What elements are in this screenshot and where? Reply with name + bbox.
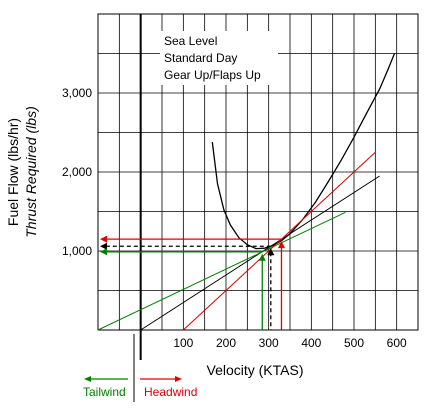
y-tick-label: 2,000 xyxy=(62,165,92,179)
series-layer xyxy=(97,53,396,331)
reference-arrowhead-left xyxy=(100,242,107,250)
tick-labels: 100 200 300 400 500 600 1,000 2,000 3,000 xyxy=(62,86,407,350)
headwind-label: Headwind xyxy=(144,385,197,399)
y-axis-label: Fuel Flow (lbs/hr) xyxy=(5,118,21,226)
y-tick-label: 3,000 xyxy=(62,86,92,100)
reference-arrowhead-left xyxy=(100,248,107,256)
x-axis-label: Velocity (KTAS) xyxy=(207,362,304,378)
x-tick-label: 400 xyxy=(301,336,321,350)
tailwind-label: Tailwind xyxy=(83,385,126,399)
wind-legend: Tailwind Headwind xyxy=(83,334,197,402)
reference-arrowhead-up xyxy=(267,248,275,256)
reference-arrowhead-left xyxy=(100,235,107,243)
tailwind-arrowhead xyxy=(84,376,91,382)
tangent-line xyxy=(97,211,346,331)
x-tick-label: 200 xyxy=(216,336,236,350)
reference-arrowhead-up xyxy=(277,241,285,249)
fuel-flow-curve xyxy=(211,53,396,250)
reference-lines xyxy=(100,235,285,330)
y-tick-label: 1,000 xyxy=(62,244,92,258)
reference-arrowhead-up xyxy=(258,253,266,261)
y-axis-label-2: Thrust Required (lbs) xyxy=(23,106,39,238)
annotation-line-2: Standard Day xyxy=(164,51,237,65)
annotation-line-3: Gear Up/Flaps Up xyxy=(164,68,261,82)
x-tick-label: 300 xyxy=(259,336,279,350)
tangent-line xyxy=(182,151,376,331)
annotation-line-1: Sea Level xyxy=(164,34,217,48)
headwind-arrowhead xyxy=(175,376,182,382)
annotation-box xyxy=(160,31,278,85)
x-tick-label: 100 xyxy=(173,336,193,350)
x-tick-label: 500 xyxy=(344,336,364,350)
x-tick-label: 600 xyxy=(387,336,407,350)
